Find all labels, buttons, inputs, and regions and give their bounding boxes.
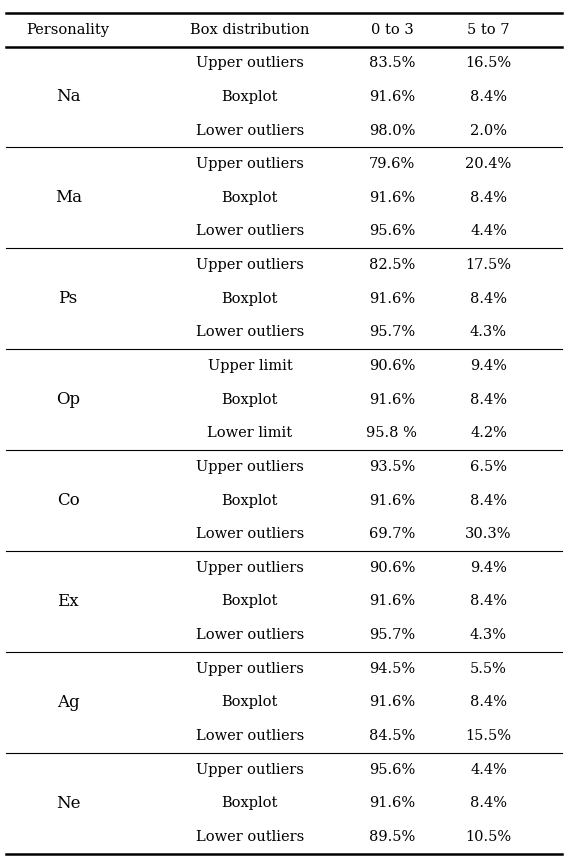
Text: 5 to 7: 5 to 7 [467, 22, 509, 37]
Text: 91.6%: 91.6% [369, 292, 415, 305]
Text: Boxplot: Boxplot [222, 292, 278, 305]
Text: 69.7%: 69.7% [369, 527, 415, 541]
Text: Upper outliers: Upper outliers [196, 157, 304, 172]
Text: 15.5%: 15.5% [466, 729, 511, 743]
Text: Lower outliers: Lower outliers [196, 830, 304, 844]
Text: 89.5%: 89.5% [369, 830, 415, 844]
Text: 4.2%: 4.2% [470, 426, 507, 440]
Text: 8.4%: 8.4% [470, 796, 507, 810]
Text: Lower outliers: Lower outliers [196, 325, 304, 340]
Text: 83.5%: 83.5% [369, 57, 415, 70]
Text: 17.5%: 17.5% [466, 258, 511, 272]
Text: 94.5%: 94.5% [369, 662, 415, 676]
Text: Personality: Personality [27, 22, 110, 37]
Text: Lower limit: Lower limit [207, 426, 293, 440]
Text: 95.6%: 95.6% [369, 763, 415, 776]
Text: 93.5%: 93.5% [369, 460, 415, 474]
Text: 10.5%: 10.5% [465, 830, 512, 844]
Text: Upper limit: Upper limit [207, 359, 293, 373]
Text: Box distribution: Box distribution [190, 22, 310, 37]
Text: Ma: Ma [55, 190, 82, 207]
Text: 8.4%: 8.4% [470, 493, 507, 508]
Text: Co: Co [57, 492, 80, 509]
Text: 91.6%: 91.6% [369, 493, 415, 508]
Text: 91.6%: 91.6% [369, 695, 415, 710]
Text: Ag: Ag [57, 694, 80, 711]
Text: 95.6%: 95.6% [369, 225, 415, 239]
Text: 8.4%: 8.4% [470, 190, 507, 205]
Text: 8.4%: 8.4% [470, 292, 507, 305]
Text: 91.6%: 91.6% [369, 595, 415, 608]
Text: 91.6%: 91.6% [369, 796, 415, 810]
Text: 5.5%: 5.5% [470, 662, 507, 676]
Text: Upper outliers: Upper outliers [196, 662, 304, 676]
Text: 95.7%: 95.7% [369, 628, 415, 642]
Text: Boxplot: Boxplot [222, 695, 278, 710]
Text: 95.8 %: 95.8 % [366, 426, 417, 440]
Text: 9.4%: 9.4% [470, 561, 507, 575]
Text: 84.5%: 84.5% [369, 729, 415, 743]
Text: 16.5%: 16.5% [465, 57, 512, 70]
Text: Lower outliers: Lower outliers [196, 628, 304, 642]
Text: 91.6%: 91.6% [369, 190, 415, 205]
Text: 90.6%: 90.6% [369, 359, 415, 373]
Text: Upper outliers: Upper outliers [196, 57, 304, 70]
Text: 6.5%: 6.5% [470, 460, 507, 474]
Text: 9.4%: 9.4% [470, 359, 507, 373]
Text: 0 to 3: 0 to 3 [370, 22, 414, 37]
Text: 4.3%: 4.3% [470, 628, 507, 642]
Text: Lower outliers: Lower outliers [196, 527, 304, 541]
Text: 82.5%: 82.5% [369, 258, 415, 272]
Text: 8.4%: 8.4% [470, 393, 507, 407]
Text: 4.3%: 4.3% [470, 325, 507, 340]
Text: Boxplot: Boxplot [222, 393, 278, 407]
Text: 91.6%: 91.6% [369, 90, 415, 104]
Text: Upper outliers: Upper outliers [196, 763, 304, 776]
Text: Op: Op [56, 391, 80, 408]
Text: 30.3%: 30.3% [465, 527, 512, 541]
Text: 8.4%: 8.4% [470, 695, 507, 710]
Text: Lower outliers: Lower outliers [196, 124, 304, 137]
Text: 98.0%: 98.0% [369, 124, 415, 137]
Text: Upper outliers: Upper outliers [196, 561, 304, 575]
Text: 90.6%: 90.6% [369, 561, 415, 575]
Text: 79.6%: 79.6% [369, 157, 415, 172]
Text: 20.4%: 20.4% [465, 157, 512, 172]
Text: 8.4%: 8.4% [470, 90, 507, 104]
Text: Upper outliers: Upper outliers [196, 258, 304, 272]
Text: Ps: Ps [59, 290, 78, 307]
Text: Na: Na [56, 88, 81, 106]
Text: 2.0%: 2.0% [470, 124, 507, 137]
Text: 4.4%: 4.4% [470, 763, 507, 776]
Text: 95.7%: 95.7% [369, 325, 415, 340]
Text: Upper outliers: Upper outliers [196, 460, 304, 474]
Text: Boxplot: Boxplot [222, 796, 278, 810]
Text: Lower outliers: Lower outliers [196, 225, 304, 239]
Text: 8.4%: 8.4% [470, 595, 507, 608]
Text: Boxplot: Boxplot [222, 190, 278, 205]
Text: 91.6%: 91.6% [369, 393, 415, 407]
Text: 4.4%: 4.4% [470, 225, 507, 239]
Text: Lower outliers: Lower outliers [196, 729, 304, 743]
Text: Boxplot: Boxplot [222, 595, 278, 608]
Text: Boxplot: Boxplot [222, 493, 278, 508]
Text: Ne: Ne [56, 795, 81, 812]
Text: Boxplot: Boxplot [222, 90, 278, 104]
Text: Ex: Ex [57, 593, 79, 610]
